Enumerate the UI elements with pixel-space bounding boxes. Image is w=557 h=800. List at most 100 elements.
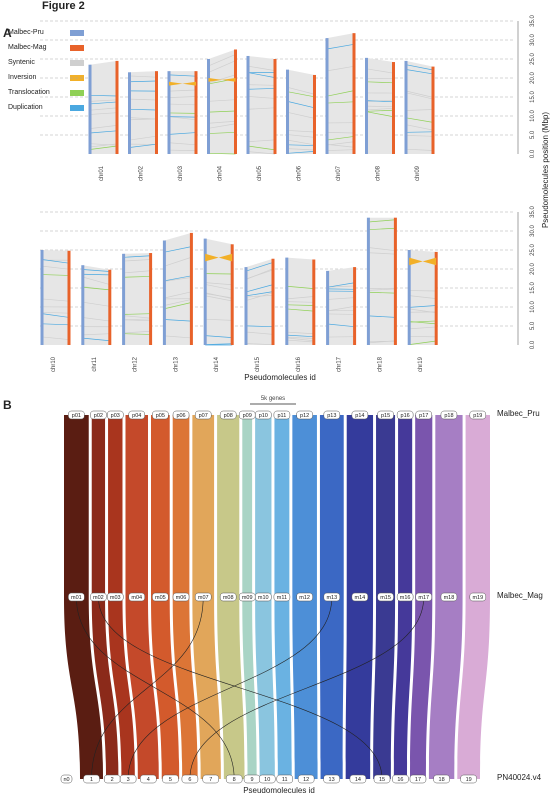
synteny-link: [129, 117, 157, 120]
bottom-label: 6: [188, 777, 191, 783]
mid-pill: [377, 592, 394, 602]
bar-malbec-pru: [285, 257, 289, 345]
flow-band-top: [91, 415, 106, 597]
x-tick-label: chr09: [415, 165, 421, 181]
bottom-label: 5: [169, 777, 172, 783]
top-label: p11: [278, 413, 287, 419]
bar-malbec-pru: [326, 270, 330, 345]
bottom-label: 17: [415, 777, 421, 783]
synteny-link: [168, 89, 197, 92]
synteny-link: [89, 101, 118, 105]
x-tick-label: chr05: [257, 165, 263, 181]
flow-band-top: [465, 415, 490, 597]
synteny-link: [286, 339, 314, 343]
top-label: p16: [401, 413, 410, 419]
synteny-link: [366, 68, 394, 74]
synteny-link: [205, 295, 233, 302]
bottom-label: 9: [251, 777, 254, 783]
bottom-label: 15: [379, 777, 385, 783]
synteny-band: [82, 265, 110, 345]
bottom-pill: [119, 774, 137, 784]
bar-malbec-pru: [167, 71, 171, 154]
synteny-link: [129, 108, 157, 111]
synteny-link: [405, 90, 434, 98]
flow-band-bottom: [108, 597, 135, 779]
synteny-link: [89, 145, 118, 150]
synteny-link: [129, 135, 157, 141]
synteny-link: [368, 288, 396, 291]
bar-malbec-mag: [67, 250, 71, 345]
synteny-link: [41, 323, 70, 326]
top-label: p14: [355, 413, 364, 419]
y-tick-label: 10.0: [530, 110, 536, 122]
bottom-pill: [181, 774, 199, 784]
crossing-link: [98, 596, 383, 780]
synteny-link: [409, 305, 437, 308]
flow-band-top: [125, 415, 149, 597]
top-pill: [377, 410, 394, 420]
bottom-label: n0: [63, 777, 69, 783]
synteny-link: [247, 151, 276, 155]
x-tick-label: chr19: [418, 356, 424, 372]
synteny-link: [168, 96, 197, 98]
synteny-band: [208, 49, 236, 154]
top-pill: [172, 410, 190, 420]
bottom-label: 12: [303, 777, 309, 783]
synteny-link: [164, 319, 192, 322]
synteny-link: [409, 326, 437, 330]
bottom-label: 2: [111, 777, 114, 783]
mid-label: m12: [299, 595, 310, 601]
synteny-link: [327, 282, 355, 288]
flow-band-bottom: [192, 597, 221, 779]
bar-malbec-pru: [366, 217, 370, 345]
flow-band-top: [151, 415, 170, 597]
synteny-link: [405, 64, 434, 71]
top-label: p15: [381, 413, 390, 419]
mid-label: m07: [198, 595, 209, 601]
mid-pill: [68, 592, 85, 602]
flow-band-bottom: [292, 597, 318, 779]
mid-pill: [351, 592, 369, 602]
flow-band-bottom: [217, 597, 245, 779]
mid-pill: [172, 592, 190, 602]
flow-band-bottom: [274, 597, 292, 779]
synteny-link: [287, 134, 315, 138]
bar-malbec-pru: [207, 59, 210, 154]
bottom-pill: [258, 774, 276, 784]
flow-band-bottom: [151, 597, 180, 779]
crossing-link: [127, 596, 333, 780]
synteny-link: [123, 330, 151, 334]
synteny-link: [405, 92, 434, 100]
legend-item: Malbec-Pru: [8, 29, 84, 36]
x-tick-label: chr06: [297, 165, 303, 181]
mid-pill: [90, 592, 107, 602]
bottom-pill: [409, 774, 427, 784]
synteny-link: [41, 311, 70, 314]
bottom-pill: [349, 774, 367, 784]
synteny-link: [123, 255, 151, 258]
synteny-link: [326, 132, 355, 134]
synteny-link: [41, 298, 70, 302]
top-pill: [273, 410, 291, 420]
flow-band-top: [292, 415, 317, 597]
synteny-link: [208, 60, 236, 73]
synteny-link: [89, 94, 118, 97]
synteny-link: [286, 285, 314, 289]
y-tick-label: 15.0: [530, 282, 536, 294]
x-tick-label: chr03: [178, 165, 184, 181]
bottom-label: 10: [264, 777, 270, 783]
synteny-link: [368, 252, 396, 255]
top-pill: [90, 410, 107, 420]
synteny-link: [327, 323, 355, 328]
bar-malbec-mag: [352, 33, 356, 154]
mid-pill: [219, 592, 237, 602]
bottom-pill: [276, 774, 294, 784]
flow-band-top: [192, 415, 215, 597]
bar-malbec-pru: [203, 238, 207, 345]
bar-malbec-mag: [431, 66, 435, 154]
top-pill: [152, 410, 169, 420]
synteny-link: [164, 277, 192, 282]
bar-malbec-pru: [128, 72, 131, 154]
flow-band-top: [435, 415, 463, 597]
